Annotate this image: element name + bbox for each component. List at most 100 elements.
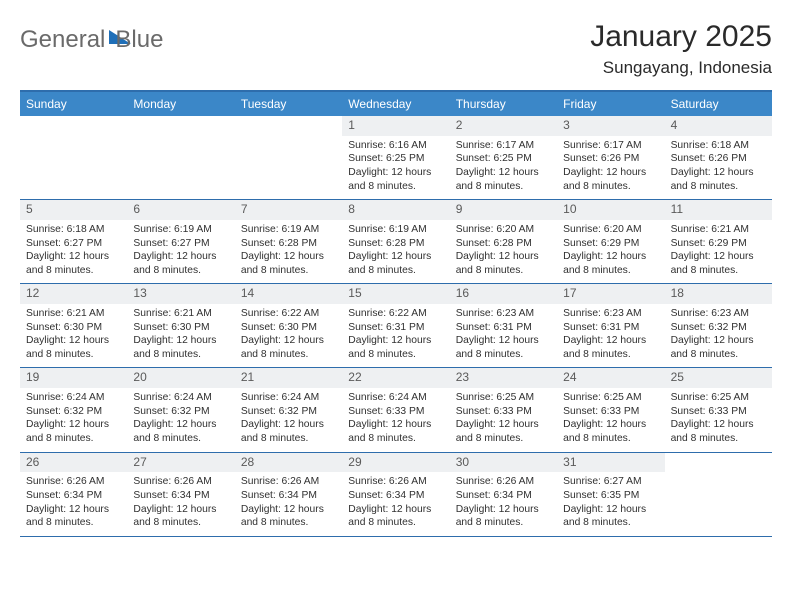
day-cell: 3Sunrise: 6:17 AMSunset: 6:26 PMDaylight… bbox=[557, 116, 664, 199]
daylight-line: Daylight: 12 hours and 8 minutes. bbox=[26, 334, 121, 361]
sunset-line: Sunset: 6:34 PM bbox=[133, 489, 228, 503]
weekday-header: Tuesday bbox=[235, 92, 342, 116]
sunrise-line: Sunrise: 6:23 AM bbox=[456, 307, 551, 321]
day-number: 27 bbox=[127, 453, 234, 473]
day-number: 21 bbox=[235, 368, 342, 388]
day-cell: 26Sunrise: 6:26 AMSunset: 6:34 PMDayligh… bbox=[20, 453, 127, 536]
sunrise-line: Sunrise: 6:26 AM bbox=[26, 475, 121, 489]
sunset-line: Sunset: 6:35 PM bbox=[563, 489, 658, 503]
day-number: 19 bbox=[20, 368, 127, 388]
sunset-line: Sunset: 6:30 PM bbox=[26, 321, 121, 335]
day-number: 4 bbox=[665, 116, 772, 136]
sunrise-line: Sunrise: 6:20 AM bbox=[563, 223, 658, 237]
daylight-line: Daylight: 12 hours and 8 minutes. bbox=[456, 166, 551, 193]
day-cell: 12 Sunrise: 6:21 AMSunset: 6:30 PMDayligh… bbox=[20, 284, 127, 367]
sunset-line: Sunset: 6:28 PM bbox=[456, 237, 551, 251]
weekday-header: Thursday bbox=[450, 92, 557, 116]
day-number: 22 bbox=[342, 368, 449, 388]
day-cell: 28Sunrise: 6:26 AMSunset: 6:34 PMDayligh… bbox=[235, 453, 342, 536]
daylight-line: Daylight: 12 hours and 8 minutes. bbox=[456, 334, 551, 361]
calendar: Sunday Monday Tuesday Wednesday Thursday… bbox=[20, 90, 772, 537]
daylight-line: Daylight: 12 hours and 8 minutes. bbox=[671, 166, 766, 193]
daylight-line: Daylight: 12 hours and 8 minutes. bbox=[563, 503, 658, 530]
day-cell: 8Sunrise: 6:19 AMSunset: 6:28 PMDaylight… bbox=[342, 200, 449, 283]
day-number: 10 bbox=[557, 200, 664, 220]
sunset-line: Sunset: 6:31 PM bbox=[348, 321, 443, 335]
sunrise-line: Sunrise: 6:26 AM bbox=[348, 475, 443, 489]
sunset-line: Sunset: 6:30 PM bbox=[241, 321, 336, 335]
day-cell: 9 Sunrise: 6:20 AMSunset: 6:28 PMDaylight… bbox=[450, 200, 557, 283]
daylight-line: Daylight: 12 hours and 8 minutes. bbox=[563, 334, 658, 361]
sunset-line: Sunset: 6:27 PM bbox=[26, 237, 121, 251]
sunrise-line: Sunrise: 6:19 AM bbox=[133, 223, 228, 237]
sunrise-line: Sunrise: 6:19 AM bbox=[241, 223, 336, 237]
day-cell: 30Sunrise: 6:26 AMSunset: 6:34 PMDayligh… bbox=[450, 453, 557, 536]
day-cell: 2Sunrise: 6:17 AMSunset: 6:25 PMDaylight… bbox=[450, 116, 557, 199]
day-number: 6 bbox=[127, 200, 234, 220]
day-number: 17 bbox=[557, 284, 664, 304]
sunrise-line: Sunrise: 6:26 AM bbox=[456, 475, 551, 489]
location: Sungayang, Indonesia bbox=[590, 58, 772, 78]
day-cell: 13Sunrise: 6:21 AMSunset: 6:30 PMDayligh… bbox=[127, 284, 234, 367]
sunset-line: Sunset: 6:25 PM bbox=[348, 152, 443, 166]
day-number: 30 bbox=[450, 453, 557, 473]
weekday-header: Friday bbox=[557, 92, 664, 116]
sunrise-line: Sunrise: 6:27 AM bbox=[563, 475, 658, 489]
day-cell: 27Sunrise: 6:26 AMSunset: 6:34 PMDayligh… bbox=[127, 453, 234, 536]
day-cell: 5Sunrise: 6:18 AMSunset: 6:27 PMDaylight… bbox=[20, 200, 127, 283]
day-cell: 11Sunrise: 6:21 AMSunset: 6:29 PMDayligh… bbox=[665, 200, 772, 283]
day-number: 29 bbox=[342, 453, 449, 473]
day-number: 7 bbox=[235, 200, 342, 220]
day-number: 28 bbox=[235, 453, 342, 473]
header: General Blue January 2025 Sungayang, Ind… bbox=[20, 20, 772, 78]
empty-cell bbox=[665, 453, 772, 536]
sunset-line: Sunset: 6:32 PM bbox=[241, 405, 336, 419]
sunrise-line: Sunrise: 6:21 AM bbox=[133, 307, 228, 321]
day-number: 9 bbox=[450, 200, 557, 220]
daylight-line: Daylight: 12 hours and 8 minutes. bbox=[456, 250, 551, 277]
day-cell: 29Sunrise: 6:26 AMSunset: 6:34 PMDayligh… bbox=[342, 453, 449, 536]
sunrise-line: Sunrise: 6:22 AM bbox=[348, 307, 443, 321]
daylight-line: Daylight: 12 hours and 8 minutes. bbox=[26, 250, 121, 277]
daylight-line: Daylight: 12 hours and 8 minutes. bbox=[348, 250, 443, 277]
sunrise-line: Sunrise: 6:21 AM bbox=[26, 307, 121, 321]
sunrise-line: Sunrise: 6:25 AM bbox=[563, 391, 658, 405]
sunrise-line: Sunrise: 6:18 AM bbox=[671, 139, 766, 153]
sunrise-line: Sunrise: 6:24 AM bbox=[26, 391, 121, 405]
daylight-line: Daylight: 12 hours and 8 minutes. bbox=[348, 166, 443, 193]
sunset-line: Sunset: 6:34 PM bbox=[26, 489, 121, 503]
day-cell: 21 Sunrise: 6:24 AMSunset: 6:32 PMDayligh… bbox=[235, 368, 342, 451]
sunset-line: Sunset: 6:31 PM bbox=[563, 321, 658, 335]
sunset-line: Sunset: 6:28 PM bbox=[348, 237, 443, 251]
day-cell: 18Sunrise: 6:23 AMSunset: 6:32 PMDayligh… bbox=[665, 284, 772, 367]
sunrise-line: Sunrise: 6:20 AM bbox=[456, 223, 551, 237]
sunset-line: Sunset: 6:25 PM bbox=[456, 152, 551, 166]
daylight-line: Daylight: 12 hours and 8 minutes. bbox=[563, 250, 658, 277]
sunrise-line: Sunrise: 6:16 AM bbox=[348, 139, 443, 153]
sunrise-line: Sunrise: 6:25 AM bbox=[671, 391, 766, 405]
sunrise-line: Sunrise: 6:24 AM bbox=[133, 391, 228, 405]
weekday-header: Saturday bbox=[665, 92, 772, 116]
daylight-line: Daylight: 12 hours and 8 minutes. bbox=[563, 166, 658, 193]
day-number: 12 bbox=[20, 284, 127, 304]
day-cell: 17Sunrise: 6:23 AMSunset: 6:31 PMDayligh… bbox=[557, 284, 664, 367]
sunset-line: Sunset: 6:31 PM bbox=[456, 321, 551, 335]
day-cell: 31Sunrise: 6:27 AMSunset: 6:35 PMDayligh… bbox=[557, 453, 664, 536]
daylight-line: Daylight: 12 hours and 8 minutes. bbox=[241, 418, 336, 445]
day-number: 1 bbox=[342, 116, 449, 136]
daylight-line: Daylight: 12 hours and 8 minutes. bbox=[26, 503, 121, 530]
weekday-header-row: Sunday Monday Tuesday Wednesday Thursday… bbox=[20, 92, 772, 116]
week-row: 12Sunrise: 6:21 AMSunset: 6:30 PMDayligh… bbox=[20, 283, 772, 367]
sunrise-line: Sunrise: 6:24 AM bbox=[348, 391, 443, 405]
sunrise-line: Sunrise: 6:18 AM bbox=[26, 223, 121, 237]
brand-word-2: Blue bbox=[115, 26, 163, 54]
sunset-line: Sunset: 6:26 PM bbox=[563, 152, 658, 166]
weeks-container: 1Sunrise: 6:16 AMSunset: 6:25 PMDaylight… bbox=[20, 116, 772, 536]
sunset-line: Sunset: 6:32 PM bbox=[133, 405, 228, 419]
sunset-line: Sunset: 6:32 PM bbox=[26, 405, 121, 419]
sunset-line: Sunset: 6:34 PM bbox=[241, 489, 336, 503]
empty-cell bbox=[127, 116, 234, 199]
sunrise-line: Sunrise: 6:24 AM bbox=[241, 391, 336, 405]
daylight-line: Daylight: 12 hours and 8 minutes. bbox=[671, 250, 766, 277]
sunset-line: Sunset: 6:34 PM bbox=[348, 489, 443, 503]
